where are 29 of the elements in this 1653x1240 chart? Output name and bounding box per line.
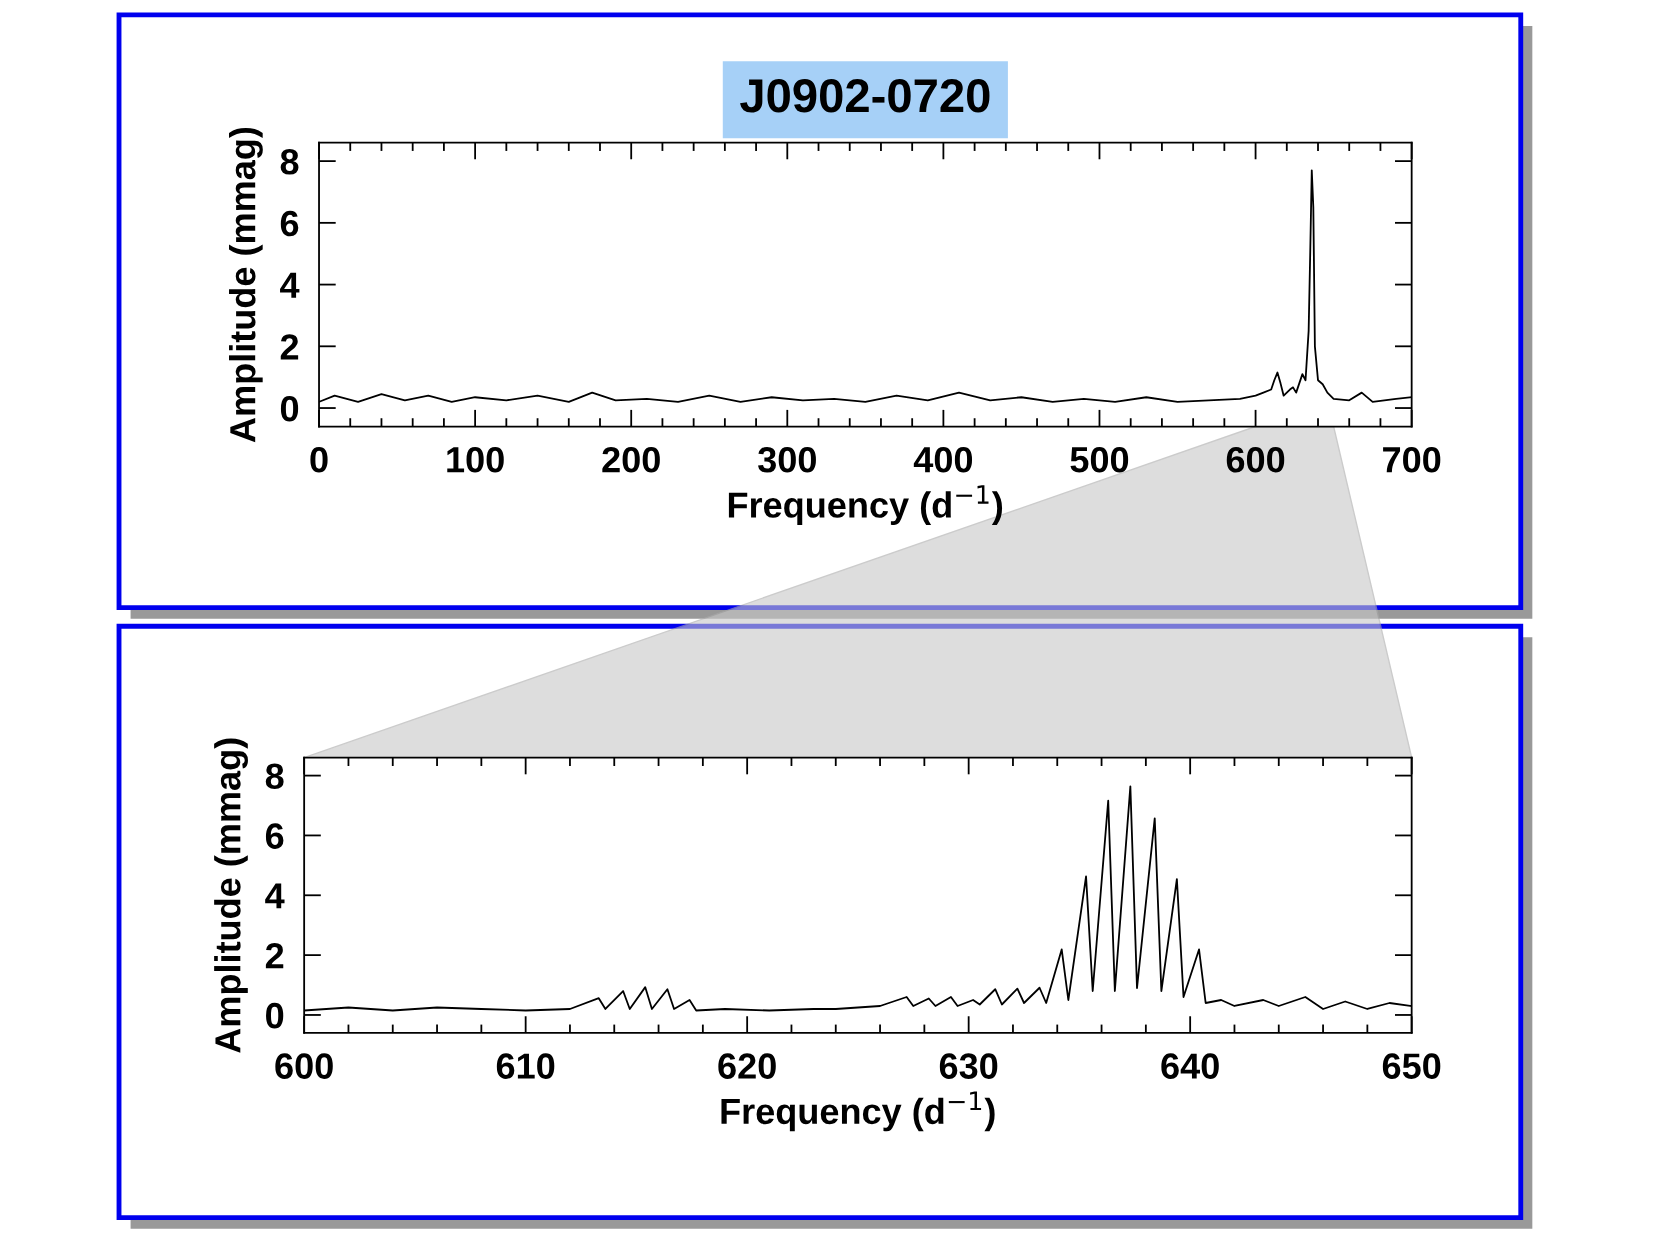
x-tick-label: 640 — [1161, 1053, 1219, 1079]
x-tick-label: 300 — [758, 446, 816, 473]
x-axis-title: Frequency (d$^{−1}$) — [728, 485, 1003, 525]
x-tick-label: 600 — [1226, 446, 1285, 473]
x-tick-label: 630 — [939, 1053, 998, 1079]
y-tick-label: 6 — [280, 210, 299, 237]
chart-title: J0902-0720 — [740, 79, 990, 113]
y-tick-label: 0 — [266, 1002, 284, 1029]
x-axis-title: Frequency (d$^{−1}$) — [721, 1091, 995, 1132]
y-tick-label: 6 — [265, 823, 284, 849]
x-tick-label: 200 — [602, 446, 660, 473]
x-tick-label: 500 — [1070, 446, 1129, 473]
x-tick-label: 600 — [275, 1053, 333, 1079]
y-tick-label: 8 — [280, 148, 299, 175]
x-tick-label: 650 — [1382, 1053, 1441, 1079]
y-tick-label: 2 — [265, 942, 284, 969]
y-tick-label: 2 — [280, 334, 299, 360]
y-axis-title: Amplitude (mmag) — [229, 127, 263, 443]
x-tick-label: 0 — [310, 446, 328, 473]
x-tick-label: 620 — [718, 1053, 776, 1079]
y-tick-label: 0 — [280, 395, 299, 422]
x-tick-label: 400 — [913, 446, 973, 473]
x-tick-label: 610 — [496, 1053, 555, 1079]
x-tick-label: 100 — [447, 446, 504, 473]
y-tick-label: 4 — [265, 883, 285, 909]
y-tick-label: 8 — [265, 763, 284, 790]
y-axis-title: Amplitude (mmag) — [214, 738, 248, 1053]
x-tick-label: 700 — [1383, 446, 1441, 473]
y-tick-label: 4 — [280, 272, 300, 298]
